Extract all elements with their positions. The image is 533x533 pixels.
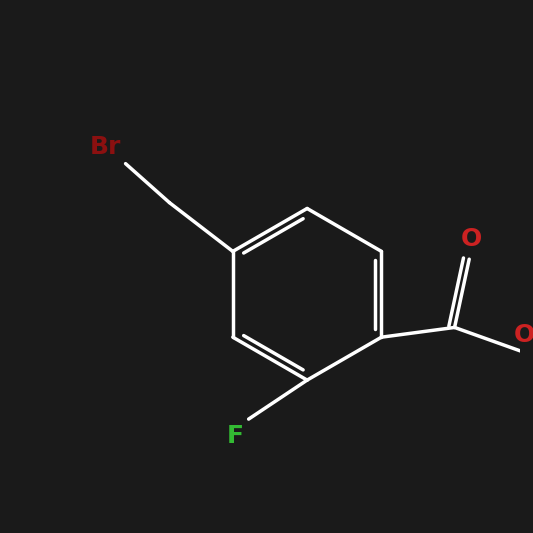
Text: O: O bbox=[461, 228, 482, 252]
Text: Br: Br bbox=[90, 135, 120, 159]
Text: F: F bbox=[227, 424, 244, 448]
Text: O: O bbox=[514, 323, 533, 347]
